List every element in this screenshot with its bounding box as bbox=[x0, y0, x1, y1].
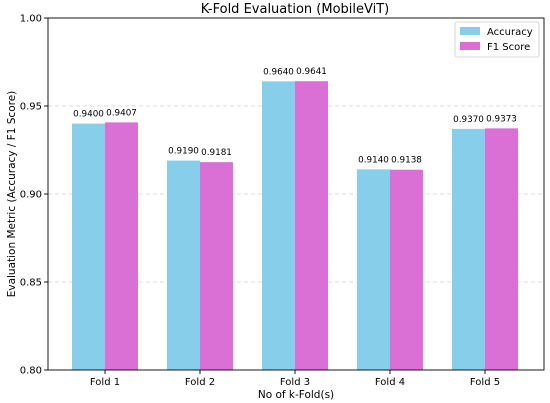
y-axis-label: Evaluation Metric (Accuracy / F1 Score) bbox=[6, 91, 18, 298]
bar-f1-score-fold-3 bbox=[295, 81, 328, 371]
data-label-f1-score-fold-4: 0.9138 bbox=[391, 156, 422, 166]
x-tick-label: Fold 4 bbox=[375, 377, 405, 388]
bar-accuracy-fold-3 bbox=[262, 81, 295, 371]
bar-f1-score-fold-5 bbox=[485, 128, 518, 370]
legend-swatch-f1-score bbox=[460, 42, 480, 50]
legend: Accuracy F1 Score bbox=[454, 21, 540, 58]
data-label-accuracy-fold-3: 0.9640 bbox=[263, 67, 294, 77]
y-tick-label: 0.95 bbox=[20, 102, 42, 113]
x-tick-label: Fold 5 bbox=[470, 377, 500, 388]
data-labels: 0.9400 0.9407 0.9190 0.9181 0.9640 0.9641 0.91… bbox=[73, 67, 517, 166]
legend-swatch-accuracy bbox=[460, 27, 480, 35]
y-tick-label: 1.00 bbox=[20, 14, 42, 25]
data-label-accuracy-fold-5: 0.9370 bbox=[453, 115, 484, 125]
legend-label-f1-score: F1 Score bbox=[487, 42, 530, 53]
y-tick-label: 0.85 bbox=[20, 278, 42, 289]
data-label-f1-score-fold-2: 0.9181 bbox=[201, 148, 232, 158]
bar-accuracy-fold-4 bbox=[357, 169, 390, 370]
bar-f1-score-fold-1 bbox=[105, 122, 138, 370]
bar-accuracy-fold-1 bbox=[72, 123, 105, 370]
data-label-accuracy-fold-1: 0.9400 bbox=[73, 110, 104, 120]
x-tick-label: Fold 3 bbox=[280, 377, 310, 388]
x-axis-ticks: Fold 1 Fold 2 Fold 3 Fold 4 Fold 5 bbox=[90, 370, 500, 388]
bar-accuracy-fold-5 bbox=[452, 128, 485, 370]
bar-accuracy-fold-2 bbox=[167, 160, 200, 370]
y-tick-label: 0.90 bbox=[20, 190, 42, 201]
bar-f1-score-fold-2 bbox=[200, 162, 233, 370]
x-tick-label: Fold 2 bbox=[185, 377, 215, 388]
data-label-accuracy-fold-4: 0.9140 bbox=[358, 155, 389, 165]
x-axis-label: No of k-Fold(s) bbox=[258, 389, 334, 401]
data-label-f1-score-fold-5: 0.9373 bbox=[486, 114, 517, 124]
y-tick-label: 0.80 bbox=[20, 366, 42, 377]
legend-label-accuracy: Accuracy bbox=[487, 27, 533, 38]
bars bbox=[72, 81, 518, 371]
data-label-f1-score-fold-1: 0.9407 bbox=[106, 108, 137, 118]
x-tick-label: Fold 1 bbox=[90, 377, 120, 388]
data-label-accuracy-fold-2: 0.9190 bbox=[168, 147, 199, 157]
chart-title: K-Fold Evaluation (MobileViT) bbox=[201, 2, 390, 17]
bar-f1-score-fold-4 bbox=[390, 169, 423, 370]
y-axis-ticks: 0.80 0.85 0.90 0.95 1.00 bbox=[20, 14, 48, 377]
data-label-f1-score-fold-3: 0.9641 bbox=[296, 67, 327, 77]
